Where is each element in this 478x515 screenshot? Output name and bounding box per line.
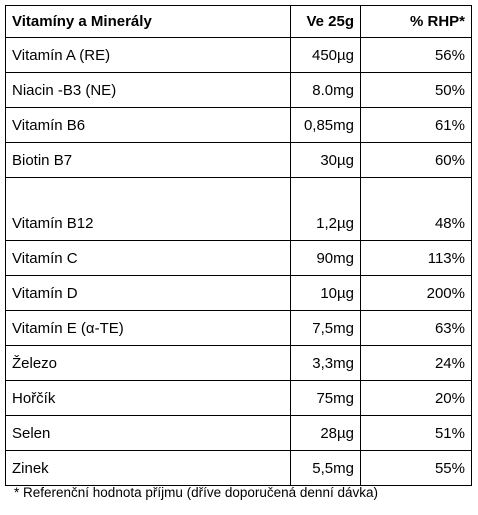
table-cell: 55% [360,450,472,486]
header-cell: % RHP* [360,5,472,38]
table-cell: 61% [360,107,472,143]
table-cell: 5,5mg [290,450,361,486]
table-cell: 7,5mg [290,310,361,346]
table-row: Biotin B7 30µg 60% [5,142,472,178]
header-row: Vitamíny a Minerály Ve 25g% RHP* [5,5,472,38]
table-cell: Vitamín E (α-TE) [5,310,291,346]
table-cell: 63% [360,310,472,346]
table-cell: Zinek [5,450,291,486]
table-cell: Vitamín C [5,240,291,276]
table-cell: Niacin -B3 (NE) [5,72,291,108]
table-cell: Vitamín B6 [5,107,291,143]
table-cell: 50% [360,72,472,108]
table-cell: 75mg [290,380,361,416]
table-row: Selen 28µg 51% [5,415,472,451]
table-cell: Selen [5,415,291,451]
table-cell: 28µg [290,415,361,451]
table-cell: 20% [360,380,472,416]
table-cell: Vitamín B12 [5,177,291,241]
table-row: Vitamín A (RE) 450µg 56% [5,37,472,73]
footnote: * Referenční hodnota příjmu (dříve dopor… [14,485,378,500]
table-row: Zinek 5,5mg 55% [5,450,472,486]
table-cell: Biotin B7 [5,142,291,178]
table-cell: 30µg [290,142,361,178]
table-cell: 90mg [290,240,361,276]
table-row: Železo 3,3mg 24% [5,345,472,381]
table-row: Niacin -B3 (NE) 8.0mg 50% [5,72,472,108]
table-cell: 3,3mg [290,345,361,381]
table-row: Vitamín E (α-TE) 7,5mg 63% [5,310,472,346]
table-cell: 56% [360,37,472,73]
table-cell: 200% [360,275,472,311]
table-row: Vitamín B6 0,85mg 61% [5,107,472,143]
header-cell: Ve 25g [290,5,361,38]
table-row: Vitamín D 10µg 200% [5,275,472,311]
table-cell: 450µg [290,37,361,73]
nutrition-table: Vitamíny a Minerály Ve 25g% RHP* Vitamín … [5,5,472,486]
table-cell: Hořčík [5,380,291,416]
table-cell: 48% [360,177,472,241]
table-row: Vitamín B12 1,2µg 48% [5,177,472,241]
table-cell: 1,2µg [290,177,361,241]
table-cell: 8.0mg [290,72,361,108]
table-row: Hořčík 75mg 20% [5,380,472,416]
table-cell: 10µg [290,275,361,311]
table-cell: 0,85mg [290,107,361,143]
table-cell: 51% [360,415,472,451]
table-cell: Vitamín D [5,275,291,311]
table-cell: 24% [360,345,472,381]
table-cell: Železo [5,345,291,381]
header-cell: Vitamíny a Minerály [5,5,291,38]
table-row: Vitamín C 90mg 113% [5,240,472,276]
table-cell: Vitamín A (RE) [5,37,291,73]
table-cell: 113% [360,240,472,276]
table-cell: 60% [360,142,472,178]
